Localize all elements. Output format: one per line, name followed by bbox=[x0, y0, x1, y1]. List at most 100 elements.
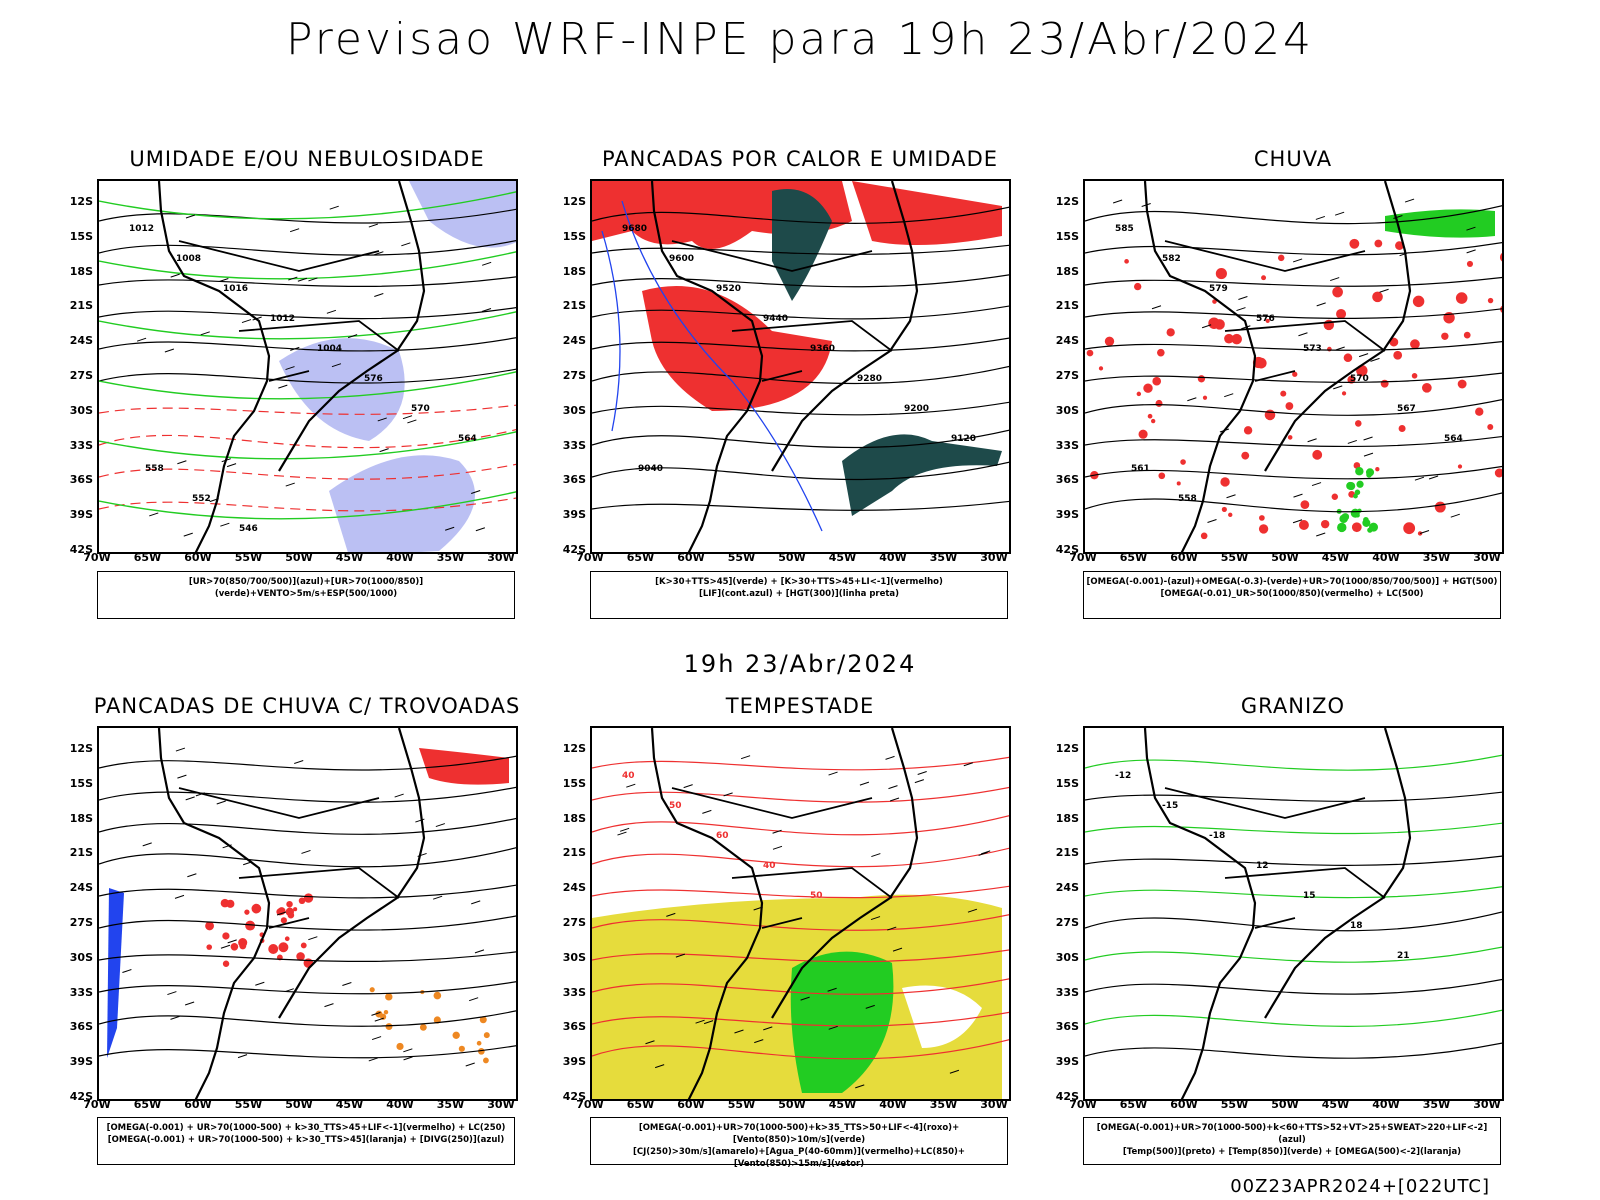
panel-title: UMIDADE E/OU NEBULOSIDADE bbox=[129, 147, 485, 171]
contour-line bbox=[1085, 241, 1502, 256]
wind-vector bbox=[482, 261, 492, 266]
thunderstorm-cell bbox=[478, 1048, 485, 1055]
longitude-tick-label: 45W bbox=[335, 551, 364, 564]
latitude-tick-label: 15S bbox=[69, 776, 93, 790]
map-canvas bbox=[99, 728, 516, 1099]
latitude-tick-label: 12S bbox=[69, 195, 93, 208]
rain-cell bbox=[1463, 331, 1471, 339]
contour-label: 576 bbox=[1256, 314, 1275, 324]
wind-vector bbox=[227, 939, 237, 944]
wind-vector bbox=[1419, 530, 1430, 534]
longitude-tick-label: 30W bbox=[487, 1098, 515, 1111]
wind-vector bbox=[342, 982, 352, 986]
longitude-tick-label: 55W bbox=[234, 551, 263, 564]
wind-vector bbox=[1236, 307, 1246, 312]
latitude-tick-label: 42S bbox=[69, 1090, 93, 1103]
thunderstorm-cell bbox=[419, 748, 509, 785]
thunderstorm-cell bbox=[380, 1013, 387, 1020]
rain-cell bbox=[1395, 241, 1404, 250]
longitude-tick-label: 70W bbox=[576, 1098, 604, 1111]
panel-legend: [OMEGA(-0.001)+UR>70(1000-500)+k<60+TTS>… bbox=[1083, 1117, 1501, 1165]
contour-line bbox=[592, 756, 1009, 771]
latitude-tick-label: 39S bbox=[69, 1055, 93, 1069]
rain-cell bbox=[1327, 346, 1332, 352]
state-border bbox=[178, 240, 400, 382]
wind-vector bbox=[763, 1026, 773, 1031]
humidity-contour bbox=[99, 191, 516, 220]
wind-vector bbox=[403, 1048, 413, 1053]
map-trovoadas bbox=[97, 726, 518, 1101]
wind-vector bbox=[177, 774, 187, 779]
legend-line: [OMEGA(-0.001)+UR>70(1000-500)+k<60+TTS>… bbox=[1096, 1123, 1488, 1145]
contour-label: -18 bbox=[1209, 831, 1225, 841]
rain-cell bbox=[1336, 308, 1347, 319]
thunderstorm-cell bbox=[293, 907, 298, 912]
rain-cell bbox=[1332, 286, 1343, 298]
longitude-tick-label: 50W bbox=[1271, 1098, 1299, 1111]
wind-vector bbox=[301, 849, 311, 854]
wind-vector bbox=[1358, 353, 1369, 358]
rain-cell bbox=[1158, 472, 1166, 480]
contour-line bbox=[592, 244, 1009, 255]
contour-label: 9680 bbox=[622, 224, 647, 234]
wind-vector bbox=[432, 895, 443, 900]
rain-cell bbox=[1356, 470, 1361, 475]
wind-vector bbox=[1201, 324, 1212, 329]
wind-vector bbox=[290, 346, 300, 351]
wind-vector bbox=[1315, 215, 1326, 220]
contour-label: 1012 bbox=[129, 224, 154, 234]
contour-label: 12 bbox=[1256, 861, 1269, 871]
longitude-tick-label: 55W bbox=[727, 1098, 756, 1111]
longitude-tick-label: 60W bbox=[184, 1098, 212, 1111]
wind-vector bbox=[1333, 385, 1343, 390]
contour-line bbox=[1085, 465, 1502, 480]
contour-line bbox=[99, 981, 516, 995]
rain-cell bbox=[1124, 259, 1129, 264]
contour-line bbox=[592, 401, 1009, 416]
thunderstorm-cell bbox=[298, 897, 306, 905]
country-border bbox=[650, 728, 764, 1099]
wind-vector bbox=[800, 996, 810, 1001]
wind-vector bbox=[617, 831, 627, 836]
longitude-tick-label: 60W bbox=[677, 1098, 705, 1111]
rain-cell bbox=[1354, 489, 1361, 496]
rain-cell bbox=[1098, 366, 1104, 371]
instability-fill bbox=[642, 286, 832, 411]
contour-label: 50 bbox=[810, 891, 823, 901]
latitude-tick-label: 27S bbox=[1055, 916, 1079, 929]
contour-line bbox=[592, 885, 1009, 899]
latitude-tick-label: 27S bbox=[562, 916, 586, 929]
contour-label: -12 bbox=[1115, 771, 1131, 781]
rain-cell bbox=[1369, 522, 1379, 532]
thunderstorm-cell bbox=[383, 1009, 389, 1015]
contour-label: 573 bbox=[1303, 344, 1322, 354]
contour-line bbox=[99, 755, 516, 771]
wind-vector bbox=[174, 894, 185, 899]
wind-vector bbox=[402, 415, 413, 420]
contour-line bbox=[592, 1011, 1009, 1027]
contour-label: 576 bbox=[364, 374, 383, 384]
latitude-tick-label: 33S bbox=[562, 985, 586, 999]
wind-vector bbox=[177, 460, 187, 465]
rain-cell bbox=[1197, 375, 1206, 383]
thunderstorm-cell bbox=[476, 1040, 482, 1046]
rain-cell bbox=[1455, 292, 1468, 304]
rain-cell bbox=[1412, 295, 1425, 308]
wind-vector bbox=[468, 997, 479, 1002]
wind-vector bbox=[220, 944, 231, 949]
rain-cell bbox=[1180, 459, 1186, 465]
contour-label: -15 bbox=[1162, 801, 1178, 811]
latitude-tick-label: 12S bbox=[562, 742, 586, 755]
contour-line bbox=[1085, 492, 1502, 513]
wind-vector bbox=[184, 1001, 195, 1006]
contour-label: 567 bbox=[1397, 404, 1416, 414]
rain-cell bbox=[1354, 420, 1362, 427]
rain-cell bbox=[1350, 508, 1360, 518]
thunderstorm-cell bbox=[483, 1057, 489, 1064]
wind-vector bbox=[289, 228, 300, 233]
contour-label: 60 bbox=[716, 831, 729, 841]
longitude-tick-label: 35W bbox=[929, 551, 958, 564]
longitude-tick-label: 55W bbox=[1220, 551, 1249, 564]
longitude-tick-label: 50W bbox=[778, 551, 806, 564]
rain-cell bbox=[1393, 350, 1403, 360]
